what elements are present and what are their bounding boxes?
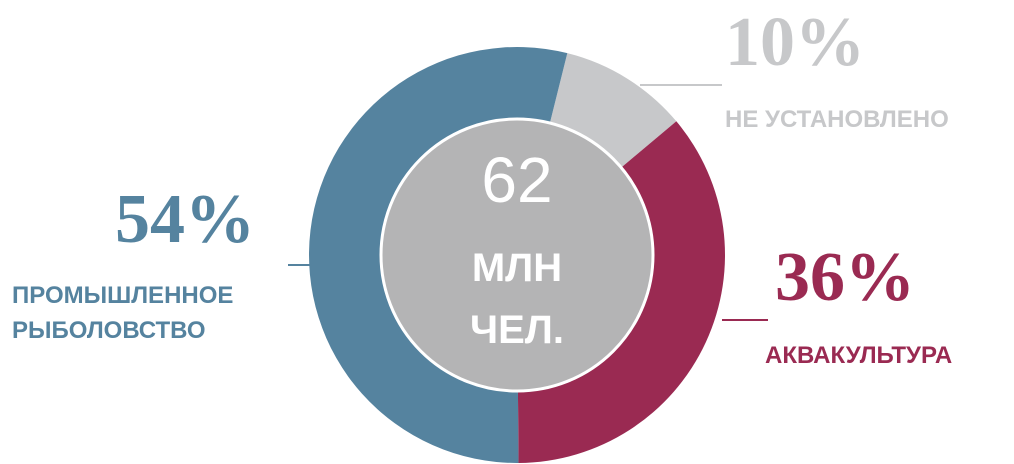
percent-label: 54% [115, 181, 255, 258]
category-label: АКВАКУЛЬТУРА [765, 342, 953, 369]
center-text: 62 [481, 144, 553, 216]
donut-segment [549, 53, 677, 168]
percent-label: 10% [725, 4, 865, 81]
category-label: ПРОМЫШЛЕННОЕ РЫБОЛОВСТВО [12, 282, 234, 344]
center-disc [379, 117, 655, 393]
percent-label: 36% [775, 239, 915, 316]
donut-segment [309, 47, 568, 464]
category-label: НЕ УСТАНОВЛЕНО [725, 106, 949, 133]
center-text: МЛН [471, 246, 563, 290]
center-text: ЧЕЛ. [470, 308, 564, 352]
donut-segment [517, 121, 725, 463]
